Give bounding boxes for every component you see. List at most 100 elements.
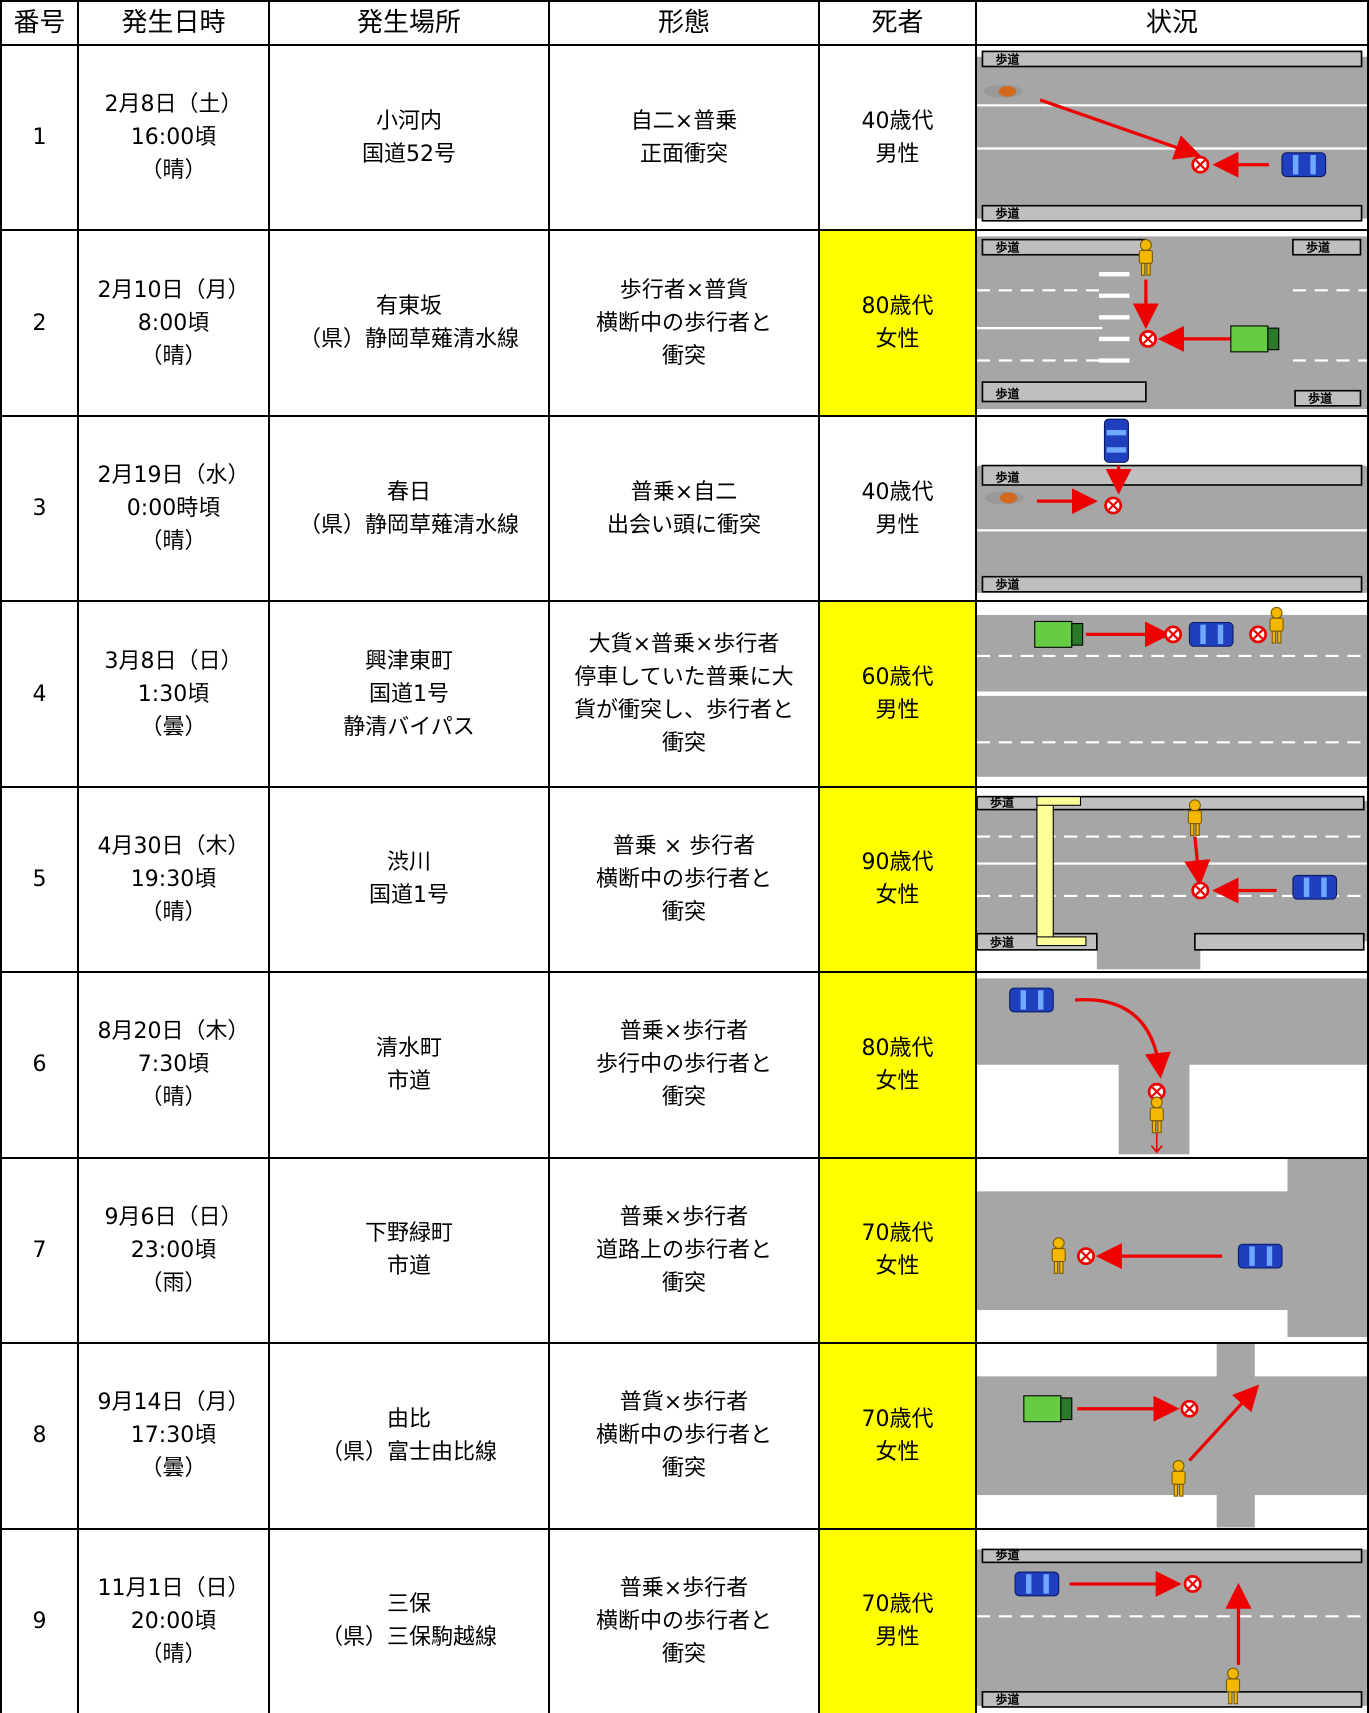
- sidewalk: [1194, 932, 1365, 951]
- header-cell: 番号: [2, 2, 79, 46]
- place-text: 国道52号: [362, 141, 456, 167]
- rect: [1020, 990, 1027, 1010]
- sidewalk: [981, 204, 1363, 222]
- circle: [1188, 799, 1201, 811]
- car: [1014, 1571, 1060, 1596]
- circle: [1150, 1096, 1163, 1109]
- datetime-text: 2月10日（月）: [97, 277, 250, 303]
- place-cell: 有東坂 （県）静岡草薙清水線: [270, 231, 550, 417]
- sidewalk: [981, 381, 1147, 403]
- datetime-text: （晴）: [140, 1085, 207, 1111]
- header-cell: 形態: [550, 2, 820, 46]
- place-text: 下野緑町: [364, 1221, 453, 1247]
- circle: [1172, 1460, 1185, 1472]
- place-cell: 三保 （県）三保駒越線: [270, 1529, 550, 1713]
- deceased-cell: 40歳代 男性: [820, 416, 977, 603]
- rect: [1157, 1120, 1162, 1134]
- datetime-cell: 3月8日（日） 1:30頃 （曇）: [79, 602, 270, 788]
- rect: [1034, 621, 1073, 649]
- sidewalk-label: 歩道: [996, 1548, 1020, 1562]
- rect: [1038, 990, 1044, 1010]
- deceased-text: 80歳代: [861, 1035, 934, 1061]
- datetime-cell: 2月8日（土） 16:00頃 （晴）: [79, 46, 270, 232]
- sidewalk-label: 歩道: [996, 52, 1020, 66]
- rect: [1195, 822, 1200, 836]
- circle: [1052, 1236, 1065, 1249]
- number-cell: 5: [2, 787, 79, 974]
- sidewalk: [977, 795, 1365, 811]
- rect: [1269, 617, 1284, 633]
- place-text: 有東坂: [375, 294, 442, 320]
- deceased-cell: 70歳代 女性: [820, 1158, 977, 1345]
- sidewalk-label: 歩道: [990, 935, 1014, 949]
- circle: [1270, 607, 1283, 620]
- rect: [1310, 154, 1316, 175]
- rect: [1043, 1573, 1049, 1594]
- deceased-cell: 90歳代 女性: [820, 787, 977, 974]
- header-text: 死者: [871, 7, 924, 38]
- deceased-text: 女性: [875, 327, 920, 353]
- row-number: 7: [32, 1237, 47, 1263]
- deceased-cell: 80歳代 女性: [820, 231, 977, 417]
- type-text: 横断中の歩行者と: [595, 1608, 772, 1634]
- datetime-text: 8月20日（木）: [97, 1019, 250, 1045]
- type-text: 普貨×歩行者: [619, 1390, 749, 1416]
- rect: [1103, 418, 1129, 463]
- datetime-text: 2月19日（水）: [97, 463, 250, 489]
- rect: [1277, 630, 1282, 644]
- type-text: 普乗 × 歩行者: [612, 833, 756, 859]
- rect: [1266, 1246, 1273, 1266]
- deceased-text: 男性: [875, 698, 920, 724]
- header-cell: 発生日時: [79, 2, 270, 46]
- place-cell: 興津東町 国道1号 静清バイパス: [270, 602, 550, 788]
- accident-diagram: [977, 978, 1367, 1155]
- datetime-cell: 9月6日（日） 23:00頃 （雨）: [79, 1158, 270, 1345]
- datetime-text: 4月30日（木）: [97, 833, 250, 859]
- deceased-text: 40歳代: [861, 479, 934, 505]
- type-text: 停車していた普乗に大: [574, 665, 794, 691]
- datetime-text: （晴）: [140, 899, 207, 925]
- datetime-cell: 2月19日（水） 0:00時頃 （晴）: [79, 416, 270, 603]
- collision: [1195, 885, 1206, 896]
- arrow: [1184, 836, 1211, 886]
- rect: [1151, 1120, 1157, 1134]
- datetime-text: 2月8日（土）: [104, 92, 243, 118]
- datetime-text: （晴）: [140, 158, 207, 184]
- datetime-text: 11月1日（日）: [97, 1575, 250, 1601]
- rect: [1053, 1260, 1059, 1274]
- rect: [1173, 1483, 1178, 1497]
- type-text: 歩行中の歩行者と: [595, 1052, 772, 1078]
- deceased-cell: 70歳代 男性: [820, 1529, 977, 1713]
- rect: [1146, 263, 1151, 277]
- rect: [1228, 1690, 1233, 1704]
- car: [1292, 874, 1338, 900]
- row-number: 9: [32, 1608, 47, 1634]
- road: [1216, 1344, 1255, 1528]
- row-number: 1: [32, 125, 47, 151]
- pedestrian: [1138, 239, 1153, 277]
- type-text: 普乗×歩行者: [619, 1575, 749, 1601]
- type-text: 衝突: [661, 343, 706, 369]
- deceased-text: 女性: [875, 883, 920, 909]
- type-cell: 普乗 × 歩行者 横断中の歩行者と 衝突: [550, 787, 820, 974]
- sidewalk: [1292, 239, 1362, 256]
- datetime-text: 7:30頃: [137, 1052, 210, 1078]
- type-text: 出会い頭に衝突: [606, 512, 761, 538]
- type-text: 衝突: [661, 731, 706, 757]
- type-text: 衝突: [661, 1270, 706, 1296]
- type-text: 横断中の歩行者と: [595, 866, 772, 892]
- road: [977, 56, 1367, 219]
- pedestrian: [1149, 1096, 1164, 1134]
- place-text: 由比: [386, 1406, 431, 1432]
- type-text: 歩行者×普貨: [619, 277, 749, 303]
- pedestrian: [1225, 1667, 1241, 1704]
- type-text: 正面衝突: [639, 141, 728, 167]
- header-cell: 死者: [820, 2, 977, 46]
- place-text: 国道1号: [369, 883, 449, 909]
- place-text: 清水町: [375, 1035, 442, 1061]
- place-text: （県）富士由比線: [320, 1439, 497, 1465]
- rect: [1189, 822, 1195, 836]
- rect: [1187, 809, 1202, 824]
